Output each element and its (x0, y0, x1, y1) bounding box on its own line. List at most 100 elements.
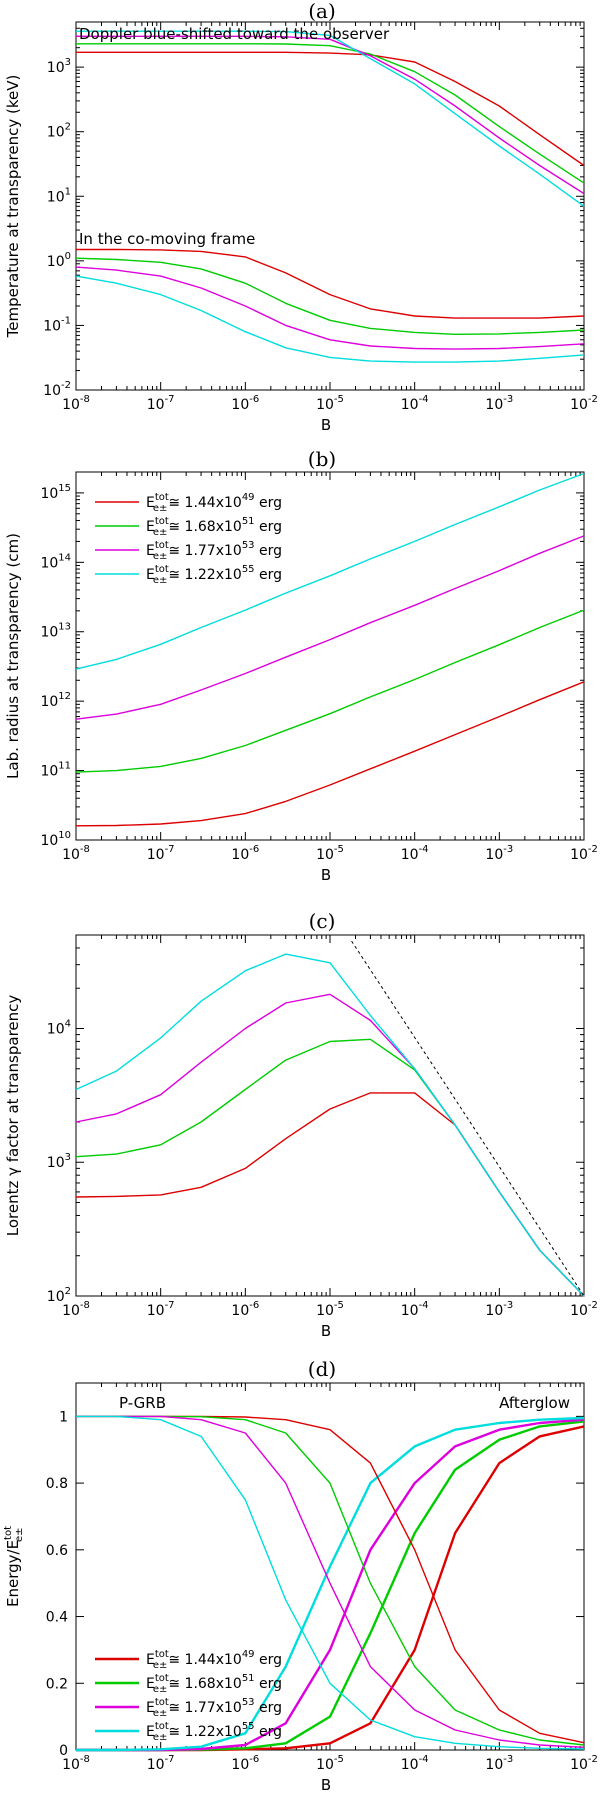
x-tick-label: 10-8 (62, 1300, 90, 1319)
x-axis: 10-8 10-7 10-6 10-5 10-4 10-3 10-2 (62, 1383, 598, 1773)
series-line-magenta (76, 1415, 585, 1748)
y-tick-label: 0.4 (46, 1610, 68, 1626)
x-axis: 10-8 10-7 10-6 10-5 10-4 10-3 10-2 (62, 935, 598, 1319)
y-tick-label: 10-1 (43, 315, 71, 334)
series-line-red (75, 1092, 585, 1297)
y-tick-label: 104 (47, 1018, 71, 1037)
panel-title: (b) (308, 447, 336, 471)
series-line-cyan (75, 472, 585, 670)
panel-d: (d)10-8 10-7 10-6 10-5 10-4 10-3 10-2B00.20.40… (3, 1357, 598, 1794)
panel-title: (d) (308, 1357, 336, 1381)
x-tick-label: 10-5 (316, 394, 344, 413)
legend-label: Etot e±≅ 1.77x1053 erg (146, 540, 282, 562)
x-tick-label: 10-3 (485, 394, 513, 413)
legend-label: Etot e±≅ 1.68x1051 erg (146, 516, 282, 538)
y-tick-label: 0.2 (46, 1676, 68, 1692)
y-axis-label: Lorentz γ factor at transparency (4, 995, 22, 1237)
series-line-cyan (75, 953, 585, 1297)
y-axis-label: Temperature at transparency (keV) (4, 75, 22, 339)
y-tick-label: 1010 (40, 830, 71, 849)
panel-a: (a) 10-8 10-7 10-6 10-5 10-4 10-3 10-2 B 10-2 10-1… (4, 0, 598, 434)
y-tick-label: 103 (47, 57, 71, 76)
y-axis: 0 0.2 0.4 0.6 0.8 1 (46, 1409, 584, 1759)
series-group (75, 30, 585, 363)
y-tick-label: 102 (47, 1286, 71, 1305)
y-axis: 10-2 10-1 100 101 102 103 (43, 21, 584, 399)
legend-label: Etot e±≅ 1.68x1051 erg (146, 1673, 282, 1695)
legend-label: Etot e±≅ 1.77x1053 erg (146, 1697, 282, 1719)
legend-label: Etot e±≅ 1.44x1049 erg (146, 492, 282, 514)
x-tick-label: 10-8 (62, 1754, 90, 1773)
series-line-magenta (75, 266, 585, 350)
annotation-observer: Doppler blue-shifted toward the observer (79, 25, 390, 43)
annotation-pgrb: P-GRB (119, 1394, 166, 1412)
y-tick-label: 1011 (40, 761, 71, 780)
series-line-green (76, 1415, 585, 1746)
panel-title: (c) (309, 909, 336, 933)
x-tick-label: 10-4 (401, 1754, 429, 1773)
x-tick-label: 10-7 (147, 394, 175, 413)
x-tick-label: 10-5 (316, 1754, 344, 1773)
y-tick-label: 1013 (40, 622, 71, 641)
series-line-black (351, 940, 585, 1297)
x-tick-label: 10-7 (147, 1300, 175, 1319)
legend-label: Etot e±≅ 1.44x1049 erg (146, 1649, 282, 1671)
x-axis: 10-8 10-7 10-6 10-5 10-4 10-3 10-2 (62, 22, 598, 413)
plot-frame (75, 934, 585, 1297)
series-line-cyan (76, 30, 585, 207)
x-tick-label: 10-7 (147, 1754, 175, 1773)
y-axis: 1010 1011 1012 1013 1014 1015 (40, 471, 584, 849)
series-line-green (75, 257, 585, 335)
x-tick-label: 10-8 (62, 844, 90, 863)
x-tick-label: 10-4 (401, 1300, 429, 1319)
x-tick-label: 10-2 (570, 1300, 598, 1319)
x-tick-label: 10-3 (485, 1754, 513, 1773)
x-tick-label: 10-5 (316, 1300, 344, 1319)
x-tick-label: 10-2 (570, 844, 598, 863)
x-tick-label: 10-6 (231, 1300, 259, 1319)
y-tick-label: 0.8 (46, 1476, 68, 1492)
x-tick-label: 10-6 (231, 394, 259, 413)
series-line-cyan (76, 1415, 585, 1750)
y-tick-label: 102 (47, 122, 71, 141)
series-group (75, 472, 585, 827)
series-group (75, 940, 585, 1297)
series-line-red (75, 681, 585, 827)
x-tick-label: 10-2 (570, 394, 598, 413)
series-line-cyan (75, 275, 585, 363)
annotation-afterglow: Afterglow (499, 1394, 570, 1412)
x-axis: 10-8 10-7 10-6 10-5 10-4 10-3 10-2 (62, 472, 598, 863)
y-tick-label: 103 (47, 1152, 71, 1171)
y-tick-label: 1012 (40, 691, 71, 710)
x-tick-label: 10-4 (401, 844, 429, 863)
x-tick-label: 10-6 (231, 1754, 259, 1773)
panel-b: (b) 10-8 10-7 10-6 10-5 10-4 10-3 10-2 B 1010 1011… (4, 447, 598, 884)
x-tick-label: 10-4 (401, 394, 429, 413)
y-tick-label: 1 (59, 1409, 68, 1425)
legend-label: Etot e±≅ 1.22x1055 erg (146, 1721, 282, 1743)
x-tick-label: 10-7 (147, 844, 175, 863)
y-tick-label: 0.6 (46, 1543, 68, 1559)
x-axis-label: B (321, 1776, 331, 1794)
series-line-red (76, 51, 585, 167)
y-axis-label: Lab. radius at transparency (cm) (4, 533, 22, 779)
x-axis-label: B (321, 416, 331, 434)
series-line-green (75, 1038, 585, 1297)
x-tick-label: 10-6 (231, 844, 259, 863)
y-tick-label: 1015 (40, 483, 71, 502)
series-group (76, 1415, 585, 1752)
series-line-magenta (75, 993, 585, 1297)
panel-c: (c)10-8 10-7 10-6 10-5 10-4 10-3 10-2B10210310… (4, 909, 598, 1340)
series-line-cyan (76, 1416, 585, 1752)
y-tick-label: 10-2 (43, 380, 71, 399)
x-axis-label: B (321, 866, 331, 884)
series-line-magenta (75, 535, 585, 720)
plot-frame (75, 21, 585, 391)
y-tick-label: 0 (59, 1743, 68, 1759)
x-tick-label: 10-5 (316, 844, 344, 863)
x-tick-label: 10-3 (485, 1300, 513, 1319)
annotation-comoving: In the co-moving frame (79, 230, 255, 248)
